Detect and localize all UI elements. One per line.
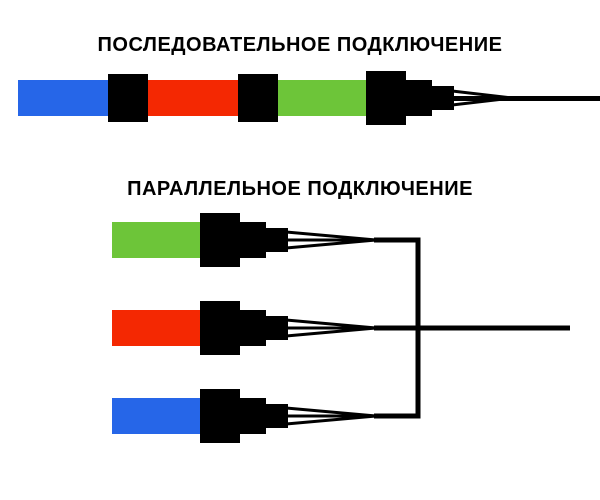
parallel-bracket	[0, 0, 600, 500]
